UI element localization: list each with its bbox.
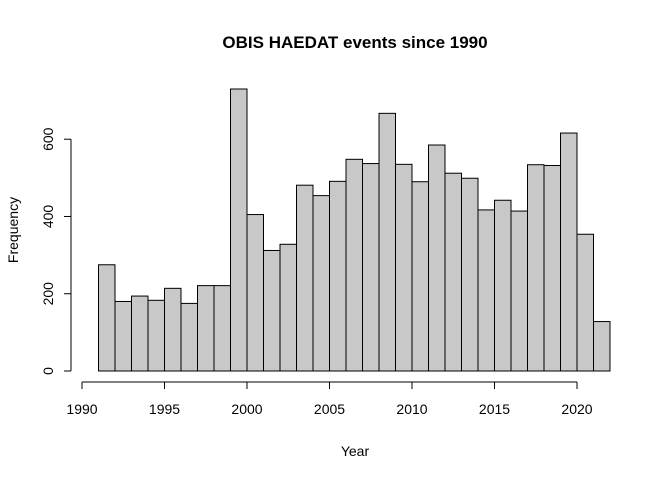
histogram-bar-1991 xyxy=(98,264,116,372)
histogram-bar-2009 xyxy=(395,163,413,372)
histogram-bar-2020 xyxy=(576,233,594,372)
x-axis: 1990 1995 2000 2005 2010 2015 2020 xyxy=(66,381,593,417)
histogram-bar-2003 xyxy=(296,184,314,372)
histogram-bar-2015 xyxy=(494,199,512,372)
chart-title: OBIS HAEDAT events since 1990 xyxy=(222,33,487,52)
bars-group xyxy=(98,88,611,372)
histogram-bar-2017 xyxy=(527,164,545,372)
histogram-bar-1998 xyxy=(213,285,231,372)
histogram-bar-2021 xyxy=(593,321,611,372)
histogram-bar-2012 xyxy=(444,172,462,372)
y-tick-label-400: 400 xyxy=(40,205,56,229)
x-tick-label-1995: 1995 xyxy=(149,401,180,417)
y-tick-label-200: 200 xyxy=(40,282,56,306)
histogram-bar-2018 xyxy=(543,164,561,372)
histogram-bar-1992 xyxy=(114,300,132,372)
y-axis: 0 200 400 600 xyxy=(40,127,72,375)
y-axis-label: Frequency xyxy=(5,197,21,263)
histogram-bar-1995 xyxy=(164,287,182,372)
x-axis-label: Year xyxy=(341,443,370,459)
x-tick-label-2010: 2010 xyxy=(396,401,427,417)
histogram-bar-2010 xyxy=(411,181,429,372)
histogram-bar-2004 xyxy=(312,195,330,372)
histogram-bar-2014 xyxy=(477,209,495,372)
histogram-bar-2019 xyxy=(560,132,578,372)
histogram-bar-2005 xyxy=(329,180,347,372)
histogram-bar-2013 xyxy=(461,177,479,372)
histogram-bar-2006 xyxy=(345,158,363,372)
histogram-bar-2008 xyxy=(378,112,396,372)
x-tick-label-2015: 2015 xyxy=(479,401,510,417)
histogram-bar-2016 xyxy=(510,210,528,372)
histogram-bar-2007 xyxy=(362,163,380,372)
histogram-bar-2000 xyxy=(246,214,264,372)
x-tick-label-2005: 2005 xyxy=(314,401,345,417)
x-tick-label-2020: 2020 xyxy=(561,401,592,417)
histogram-bar-2002 xyxy=(279,243,297,372)
histogram-bar-1999 xyxy=(230,88,248,372)
x-tick-label-2000: 2000 xyxy=(231,401,262,417)
histogram-bar-1993 xyxy=(131,295,149,372)
x-tick-label-1990: 1990 xyxy=(66,401,97,417)
histogram-bar-1994 xyxy=(147,299,165,372)
histogram-bar-1996 xyxy=(180,302,198,372)
y-tick-label-0: 0 xyxy=(40,367,56,375)
histogram-bar-2011 xyxy=(428,144,446,372)
histogram-bar-1997 xyxy=(197,285,215,372)
histogram-bar-2001 xyxy=(263,249,281,372)
y-tick-label-600: 600 xyxy=(40,127,56,151)
